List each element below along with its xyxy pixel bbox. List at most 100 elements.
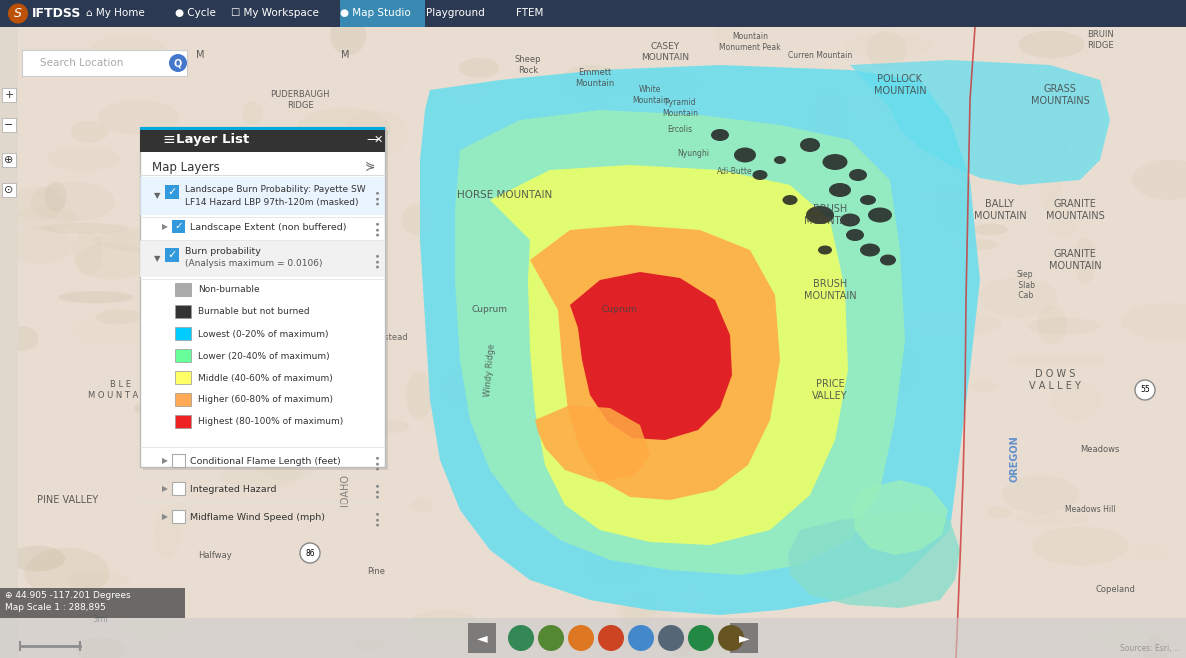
Ellipse shape bbox=[616, 288, 708, 302]
Text: Mountain
Monument Peak: Mountain Monument Peak bbox=[719, 32, 780, 52]
Ellipse shape bbox=[58, 291, 134, 303]
Text: CASEY
MOUNTAIN: CASEY MOUNTAIN bbox=[640, 42, 689, 62]
Ellipse shape bbox=[534, 123, 589, 149]
Ellipse shape bbox=[1027, 318, 1101, 334]
Ellipse shape bbox=[370, 420, 409, 433]
Ellipse shape bbox=[670, 622, 729, 658]
Ellipse shape bbox=[219, 464, 304, 488]
Polygon shape bbox=[853, 480, 948, 555]
Ellipse shape bbox=[95, 228, 190, 251]
Text: Adi-Butte: Adi-Butte bbox=[718, 168, 753, 176]
Circle shape bbox=[168, 54, 187, 72]
Bar bbox=[340, 0, 425, 27]
Text: Ercolis: Ercolis bbox=[668, 126, 693, 134]
Ellipse shape bbox=[559, 512, 631, 550]
Ellipse shape bbox=[9, 545, 65, 571]
Ellipse shape bbox=[867, 31, 906, 69]
Ellipse shape bbox=[344, 111, 408, 158]
Text: Siep
 Slab
 Cab: Siep Slab Cab bbox=[1015, 270, 1034, 300]
Ellipse shape bbox=[853, 343, 920, 392]
Text: −: − bbox=[5, 120, 14, 130]
Text: •••: ••• bbox=[372, 218, 382, 236]
Text: Emmett
Mountain: Emmett Mountain bbox=[575, 68, 614, 88]
Text: Highest (80-100% of maximum): Highest (80-100% of maximum) bbox=[198, 417, 343, 426]
Text: Lower (20-40% of maximum): Lower (20-40% of maximum) bbox=[198, 351, 330, 361]
Ellipse shape bbox=[98, 100, 179, 135]
Ellipse shape bbox=[296, 107, 391, 150]
Text: IFTDSS: IFTDSS bbox=[32, 7, 82, 20]
Polygon shape bbox=[788, 510, 959, 608]
Text: S: S bbox=[14, 7, 21, 20]
Bar bbox=[172, 220, 185, 233]
Ellipse shape bbox=[653, 472, 734, 497]
Polygon shape bbox=[490, 165, 848, 545]
Ellipse shape bbox=[14, 207, 77, 230]
Circle shape bbox=[1135, 380, 1155, 400]
Ellipse shape bbox=[848, 91, 888, 124]
Ellipse shape bbox=[331, 274, 372, 309]
Text: Landscape Burn Probability: Payette SW: Landscape Burn Probability: Payette SW bbox=[185, 186, 365, 195]
Ellipse shape bbox=[801, 138, 820, 152]
Ellipse shape bbox=[1048, 218, 1077, 238]
Ellipse shape bbox=[154, 509, 180, 558]
Polygon shape bbox=[530, 225, 780, 500]
Bar bbox=[176, 349, 191, 362]
Ellipse shape bbox=[559, 331, 586, 345]
Ellipse shape bbox=[66, 572, 130, 588]
Ellipse shape bbox=[426, 395, 515, 443]
Text: Nyunghi: Nyunghi bbox=[677, 149, 709, 157]
Bar bbox=[176, 415, 191, 428]
Ellipse shape bbox=[93, 36, 164, 58]
Text: •••: ••• bbox=[372, 508, 382, 526]
Ellipse shape bbox=[710, 129, 729, 141]
Ellipse shape bbox=[769, 370, 818, 417]
Ellipse shape bbox=[406, 371, 432, 420]
Ellipse shape bbox=[617, 590, 656, 630]
Text: PRICE
VALLEY: PRICE VALLEY bbox=[812, 379, 848, 401]
Bar bbox=[176, 371, 191, 384]
Bar bbox=[2, 183, 15, 197]
Ellipse shape bbox=[1038, 306, 1067, 344]
Text: PINE VALLEY: PINE VALLEY bbox=[38, 495, 98, 505]
Circle shape bbox=[688, 625, 714, 651]
Bar bbox=[2, 118, 15, 132]
Text: 3mi: 3mi bbox=[93, 615, 108, 624]
Text: Cuprum: Cuprum bbox=[472, 305, 508, 315]
Text: —: — bbox=[366, 133, 380, 146]
Text: Map Layers: Map Layers bbox=[152, 161, 219, 174]
Bar bbox=[140, 127, 385, 130]
Ellipse shape bbox=[210, 359, 286, 378]
Text: Copeland: Copeland bbox=[1095, 586, 1135, 594]
Polygon shape bbox=[455, 110, 905, 575]
Bar bbox=[0, 0, 1186, 27]
Text: B L E
M O U N T A I N: B L E M O U N T A I N bbox=[88, 380, 152, 399]
Text: Sources: Esri, ...: Sources: Esri, ... bbox=[1120, 644, 1181, 653]
Ellipse shape bbox=[818, 245, 833, 255]
Ellipse shape bbox=[585, 549, 649, 581]
Bar bbox=[468, 623, 496, 653]
Ellipse shape bbox=[441, 367, 521, 408]
Text: ▶: ▶ bbox=[162, 513, 168, 522]
Text: GRASS
MOUNTAINS: GRASS MOUNTAINS bbox=[1031, 84, 1090, 106]
Circle shape bbox=[8, 3, 28, 24]
Text: 86: 86 bbox=[305, 549, 314, 557]
Ellipse shape bbox=[522, 142, 570, 172]
Ellipse shape bbox=[1016, 513, 1088, 526]
Ellipse shape bbox=[665, 634, 691, 657]
Text: Middle (40-60% of maximum): Middle (40-60% of maximum) bbox=[198, 374, 333, 382]
Ellipse shape bbox=[586, 422, 640, 461]
Ellipse shape bbox=[300, 157, 350, 168]
Text: GRANITE
MOUNTAINS: GRANITE MOUNTAINS bbox=[1046, 199, 1104, 221]
Ellipse shape bbox=[5, 326, 39, 351]
Ellipse shape bbox=[844, 34, 933, 59]
Ellipse shape bbox=[880, 255, 895, 265]
Ellipse shape bbox=[565, 440, 612, 488]
Circle shape bbox=[538, 625, 565, 651]
Text: Layer List: Layer List bbox=[176, 133, 249, 146]
Ellipse shape bbox=[936, 185, 970, 225]
Text: Windy Ridge: Windy Ridge bbox=[483, 343, 497, 397]
Ellipse shape bbox=[672, 309, 727, 351]
Text: Integrated Hazard: Integrated Hazard bbox=[190, 484, 276, 494]
Text: GRANITE
MOUNTAIN: GRANITE MOUNTAIN bbox=[1048, 249, 1102, 271]
Ellipse shape bbox=[46, 147, 120, 171]
